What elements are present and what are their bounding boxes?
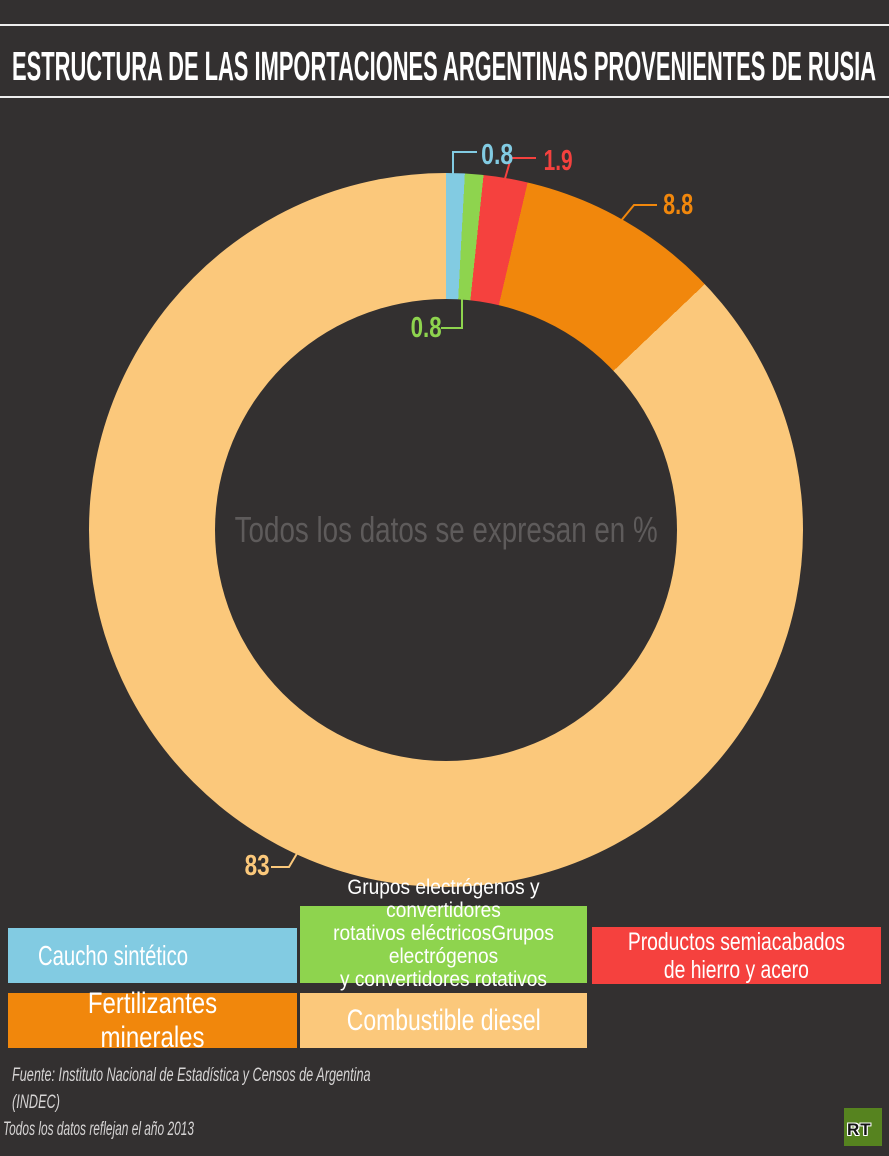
header: ESTRUCTURA DE LAS IMPORTACIONES ARGENTIN… [0,26,889,96]
legend-item-caucho-sintetico: Caucho sintético [8,928,297,983]
callout-value-productos: 1.9 [543,145,573,177]
callout-value-caucho: 0.8 [481,139,514,171]
year-note: Todos los datos reflejan el año 2013 [3,1119,194,1140]
legend-item-combustible-diesel: Combustible diesel [300,993,587,1048]
rt-logo-text: RT [847,1120,872,1139]
page-title: ESTRUCTURA DE LAS IMPORTACIONES ARGENTIN… [12,42,877,89]
legend-item-productos-semiacabados: Productos semiacabados de hierro y acero [592,927,881,984]
legend-label: Caucho sintético [38,939,188,971]
legend-label: Combustible diesel [346,1003,541,1037]
legend-item-fertilizantes-minerales: Fertilizantes minerales [8,987,297,1054]
rt-logo: RT [844,1108,882,1146]
donut-chart: Todos los datos se expresan en % [89,173,803,887]
footer: Fuente: Instituto Nacional de Estadístic… [0,1062,560,1143]
legend-label: Fertilizantes minerales [87,986,218,1054]
legend-label: Productos semiacabados de hierro y acero [628,927,845,984]
donut-hole: Todos los datos se expresan en % [215,299,677,761]
source-note: Fuente: Instituto Nacional de Estadístic… [12,1065,371,1113]
legend-label: Grupos electrógenos y convertidores rota… [333,875,554,1014]
callout-value-grupos: 0.8 [410,312,442,344]
chart-center-note: Todos los datos se expresan en % [234,509,658,550]
callout-line-fertilizantes [619,204,657,223]
legend-item-grupos-electrogenos: Grupos electrógenos y convertidores rota… [300,876,587,1014]
header-divider-bottom [0,96,889,98]
callout-value-fertilizantes: 8.8 [663,189,694,221]
header-divider-top [0,24,889,26]
callout-value-combustible: 83 [244,850,270,882]
